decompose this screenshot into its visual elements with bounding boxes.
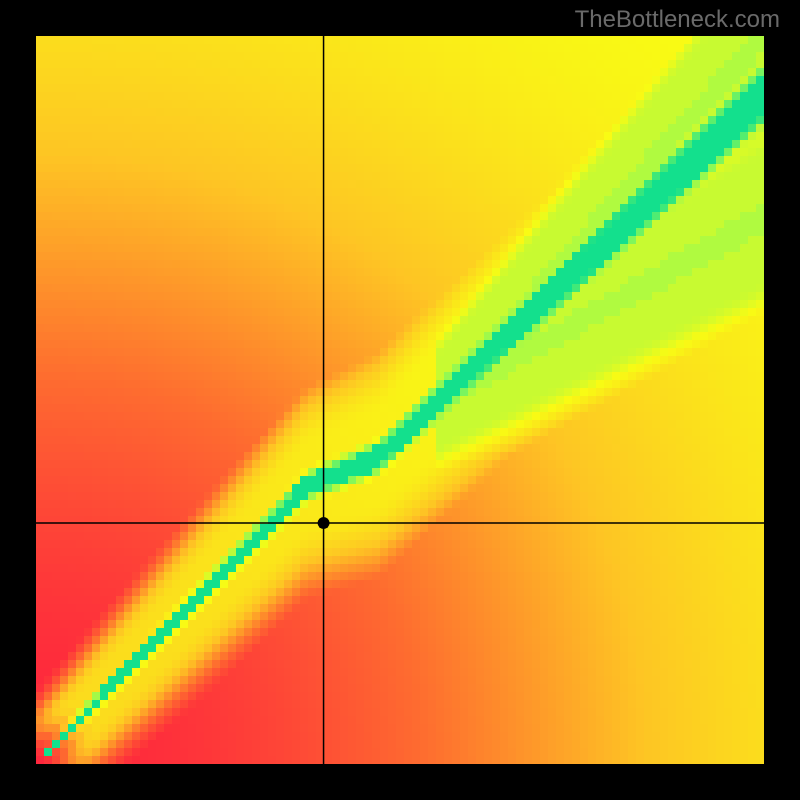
chart-container: TheBottleneck.com — [0, 0, 800, 800]
overlay-canvas — [36, 36, 764, 764]
attribution-label: TheBottleneck.com — [575, 6, 780, 34]
